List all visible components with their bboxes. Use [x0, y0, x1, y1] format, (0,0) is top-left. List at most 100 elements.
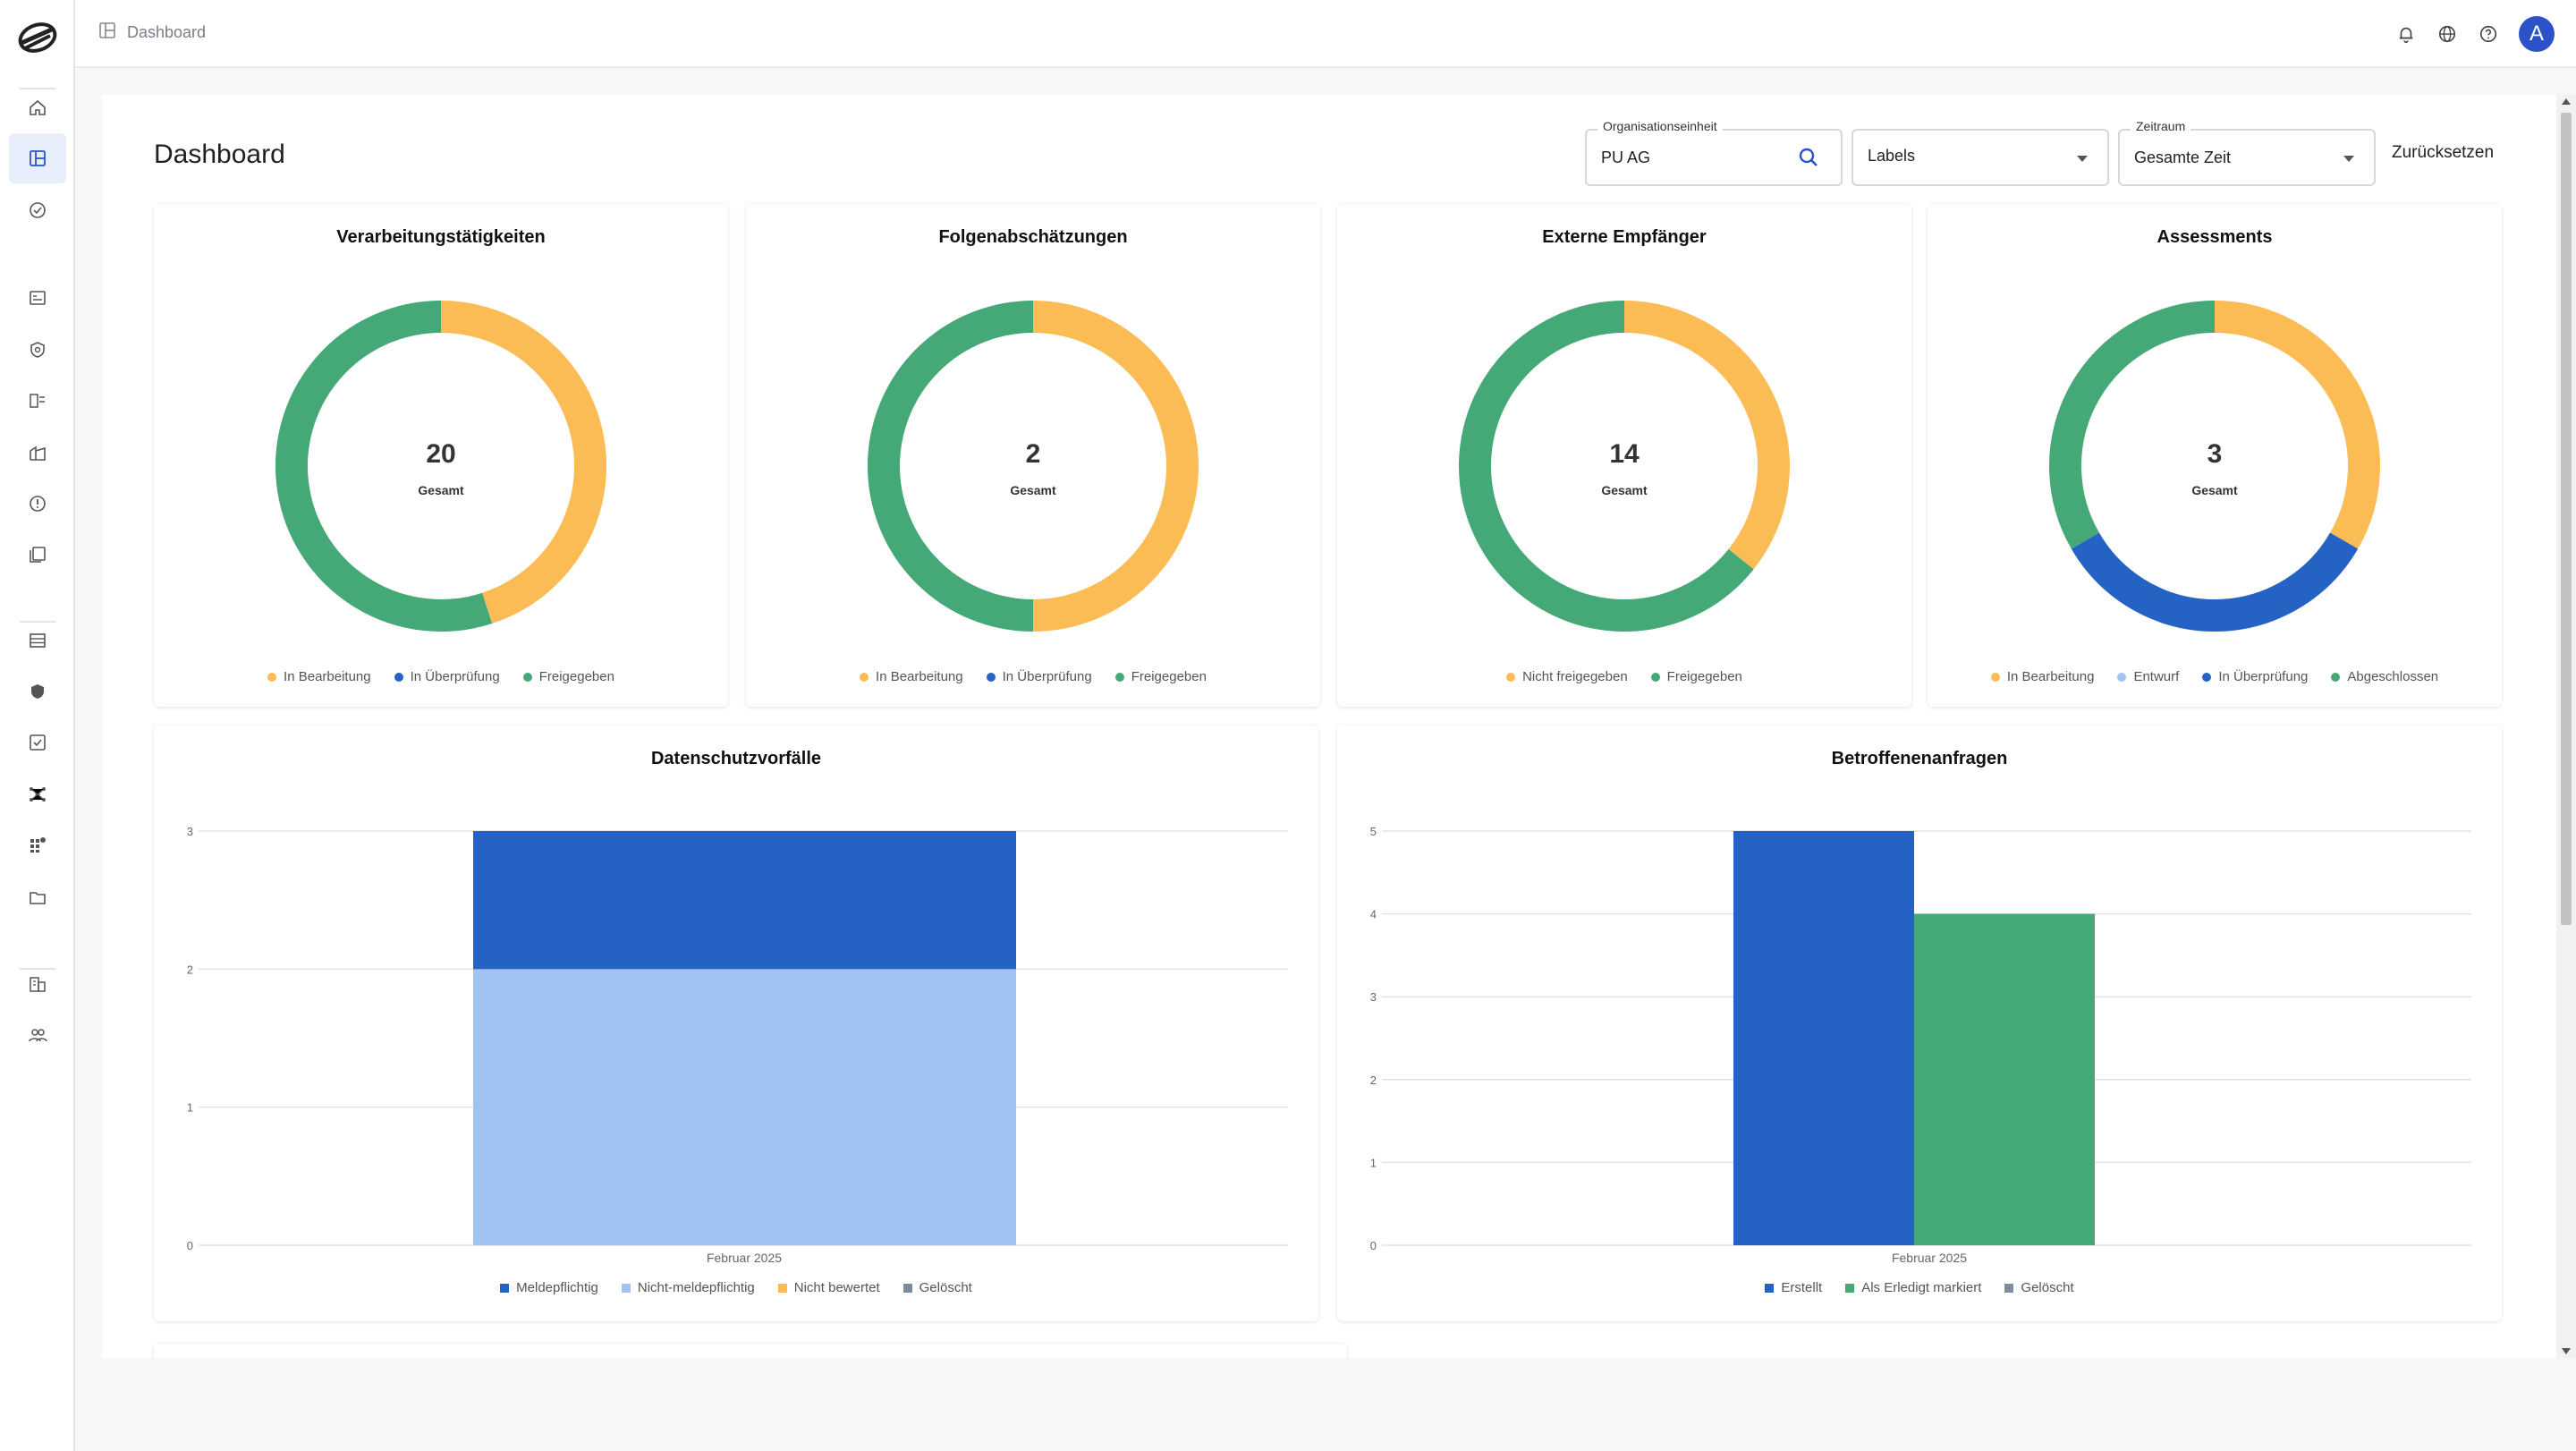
chart-legend: Meldepflichtig Nicht-meldepflichtig Nicht …: [154, 1280, 1318, 1295]
legend-item[interactable]: In Bearbeitung: [1990, 669, 2095, 684]
legend-item[interactable]: Freigegeben: [522, 669, 614, 684]
legend-item[interactable]: Nicht freigegeben: [1506, 669, 1628, 684]
period-value: Gesamte Zeit: [2134, 148, 2232, 166]
organization-icon: [30, 977, 46, 992]
legend-item[interactable]: In Bearbeitung: [860, 669, 963, 684]
sidebar-item-building[interactable]: [9, 428, 66, 478]
legend-item[interactable]: Erstellt: [1765, 1280, 1822, 1295]
donut-total-label: Gesamt: [2191, 483, 2238, 497]
legend-label: Erstellt: [1781, 1280, 1823, 1295]
donut-card: 2 Gesamt Folgenabschätzungen In Bearbeitung…: [746, 204, 1320, 707]
folder-icon: [30, 892, 46, 904]
legend-item[interactable]: Nicht bewertet: [777, 1280, 880, 1295]
legend-label: Freigegeben: [538, 669, 614, 684]
org-unit-field[interactable]: Organisationseinheit PU AG: [1585, 119, 1843, 186]
app-logo[interactable]: [16, 16, 59, 59]
sidebar-item-table[interactable]: [9, 615, 66, 666]
y-tick-label: 3: [187, 825, 193, 838]
sidebar-item-list[interactable]: [9, 273, 66, 323]
legend-marker: [1506, 672, 1516, 682]
help-icon[interactable]: [2478, 23, 2499, 45]
legend-item[interactable]: In Überprüfung: [986, 669, 1092, 684]
sidebar-item-check-circle[interactable]: [9, 185, 66, 235]
sidebar-item-task[interactable]: [9, 717, 66, 768]
legend-label: Gelöscht: [2021, 1280, 2074, 1295]
bar[interactable]: [1733, 831, 1914, 1245]
legend-item[interactable]: Nicht-meldepflichtig: [621, 1280, 755, 1295]
legend-item[interactable]: In Bearbeitung: [267, 669, 371, 684]
donut-slice[interactable]: [2214, 301, 2380, 549]
org-unit-value[interactable]: PU AG: [1601, 148, 1651, 166]
sidebar-item-security[interactable]: [9, 666, 66, 717]
sidebar-item-home[interactable]: [9, 82, 66, 132]
legend-item[interactable]: Gelöscht: [902, 1280, 972, 1295]
x-tick-label: Februar 2025: [1892, 1251, 1967, 1265]
legend-item[interactable]: Meldepflichtig: [500, 1280, 598, 1295]
bar-chart: 0 1 2 3 4 5 Februar 2025: [1370, 825, 2471, 1265]
scroll-up-icon[interactable]: [2562, 98, 2571, 105]
donut-slice[interactable]: [275, 301, 493, 632]
bar-segment[interactable]: [473, 831, 1016, 970]
scrollbar-thumb[interactable]: [2561, 113, 2572, 925]
sidebar-item-document-copy[interactable]: [9, 530, 66, 580]
chart-legend: In Bearbeitung In Überprüfung Freigegeben: [154, 669, 728, 684]
users-icon: [29, 1029, 47, 1042]
donut-slice[interactable]: [1459, 301, 1754, 632]
alert-icon: [30, 496, 46, 512]
language-globe-icon[interactable]: [2436, 23, 2458, 45]
legend-item[interactable]: Freigegeben: [1650, 669, 1742, 684]
y-tick-label: 2: [1370, 1073, 1377, 1087]
sidebar-item-organization[interactable]: [9, 959, 66, 1009]
scroll-down-icon[interactable]: [2562, 1348, 2571, 1354]
notification-bell-icon[interactable]: [2395, 23, 2417, 45]
legend-marker: [2202, 672, 2212, 682]
legend-item[interactable]: In Überprüfung: [2202, 669, 2308, 684]
sidebar-item-folder[interactable]: [9, 872, 66, 922]
sidebar-item-dashboard[interactable]: [9, 133, 66, 183]
sidebar-item-users[interactable]: [9, 1010, 66, 1060]
legend-item[interactable]: Abgeschlossen: [2331, 669, 2438, 684]
donut-slice[interactable]: [440, 301, 606, 624]
search-icon[interactable]: [1796, 145, 1821, 170]
donut-slice[interactable]: [1032, 301, 1199, 632]
y-tick-label: 1: [1370, 1156, 1377, 1169]
chart-legend: In Bearbeitung Entwurf In Überprüfung Abges…: [1928, 669, 2502, 684]
legend-marker: [777, 1283, 787, 1293]
donut-card: 3 Gesamt Assessments In Bearbeitung Entwurf I…: [1928, 204, 2502, 707]
labels-select[interactable]: Labels: [1852, 129, 2109, 186]
sidebar-item-checklist[interactable]: [9, 376, 66, 426]
legend-label: Gelöscht: [919, 1280, 972, 1295]
org-unit-label: Organisationseinheit: [1597, 119, 1723, 133]
bar[interactable]: [1914, 913, 2095, 1245]
reset-button[interactable]: Zurücksetzen: [2392, 143, 2495, 162]
period-select[interactable]: Zeitraum Gesamte Zeit: [2118, 119, 2376, 186]
sidebar-item-shield[interactable]: [9, 325, 66, 375]
donut-slice[interactable]: [2071, 532, 2359, 632]
donut-card: 14 Gesamt Externe Empfänger Nicht freigegeb…: [1337, 204, 1911, 707]
user-avatar[interactable]: A: [2519, 16, 2555, 52]
breadcrumb-label[interactable]: Dashboard: [127, 23, 207, 41]
donut-total-label: Gesamt: [418, 483, 464, 497]
y-tick-label: 1: [187, 1101, 193, 1115]
donut-slice[interactable]: [2049, 301, 2216, 549]
legend-item[interactable]: Freigegeben: [1114, 669, 1207, 684]
legend-label: In Bearbeitung: [2006, 669, 2095, 684]
bar-chart-card: 0 1 2 3 Februar 2025 Datenschutzvorfälle Melde…: [154, 726, 1318, 1321]
sidebar-item-alert[interactable]: [9, 479, 66, 529]
chart-title: Betroffenenanfragen: [1831, 749, 2008, 768]
bar-segment[interactable]: [473, 969, 1016, 1245]
legend-item[interactable]: Gelöscht: [2004, 1280, 2074, 1295]
donut-slice[interactable]: [868, 301, 1034, 632]
legend-item[interactable]: Als Erledigt markiert: [1845, 1280, 1981, 1295]
checklist-icon: [30, 394, 45, 408]
donut-slice[interactable]: [1623, 301, 1790, 570]
legend-label: In Bearbeitung: [876, 669, 963, 684]
legend-label: Meldepflichtig: [516, 1280, 598, 1295]
legend-label: Entwurf: [2133, 669, 2180, 684]
legend-item[interactable]: Entwurf: [2117, 669, 2179, 684]
sidebar-item-network[interactable]: [9, 769, 66, 819]
legend-marker: [2117, 672, 2127, 682]
scrollbar[interactable]: [2556, 95, 2576, 1358]
legend-item[interactable]: In Überprüfung: [394, 669, 500, 684]
sidebar-item-apps[interactable]: [9, 820, 66, 870]
